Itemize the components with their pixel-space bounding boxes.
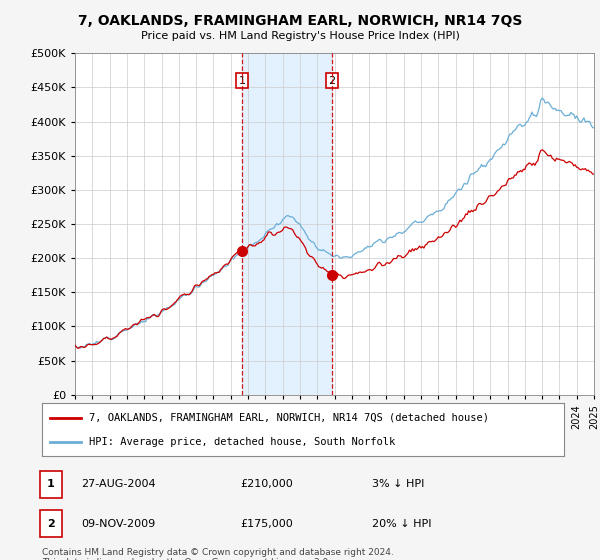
- Text: 09-NOV-2009: 09-NOV-2009: [81, 519, 155, 529]
- Text: £210,000: £210,000: [240, 479, 293, 489]
- Text: 3% ↓ HPI: 3% ↓ HPI: [372, 479, 424, 489]
- Text: Contains HM Land Registry data © Crown copyright and database right 2024.
This d: Contains HM Land Registry data © Crown c…: [42, 548, 394, 560]
- Text: 7, OAKLANDS, FRAMINGHAM EARL, NORWICH, NR14 7QS: 7, OAKLANDS, FRAMINGHAM EARL, NORWICH, N…: [78, 14, 522, 28]
- Text: 1: 1: [47, 479, 55, 489]
- Text: 7, OAKLANDS, FRAMINGHAM EARL, NORWICH, NR14 7QS (detached house): 7, OAKLANDS, FRAMINGHAM EARL, NORWICH, N…: [89, 413, 489, 423]
- Text: £175,000: £175,000: [240, 519, 293, 529]
- Text: 2: 2: [328, 76, 335, 86]
- Text: 1: 1: [238, 76, 245, 86]
- Text: 27-AUG-2004: 27-AUG-2004: [81, 479, 155, 489]
- Text: 20% ↓ HPI: 20% ↓ HPI: [372, 519, 431, 529]
- Text: HPI: Average price, detached house, South Norfolk: HPI: Average price, detached house, Sout…: [89, 437, 395, 447]
- Text: Price paid vs. HM Land Registry's House Price Index (HPI): Price paid vs. HM Land Registry's House …: [140, 31, 460, 41]
- Text: 2: 2: [47, 519, 55, 529]
- Bar: [242, 53, 332, 395]
